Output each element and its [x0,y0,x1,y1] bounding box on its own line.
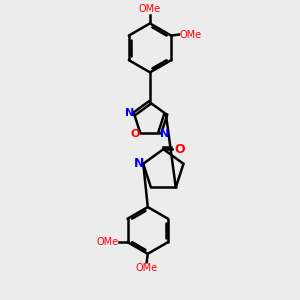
Text: N: N [160,129,169,139]
Text: O: O [130,129,140,139]
Text: N: N [134,157,144,170]
Text: O: O [174,143,185,156]
Text: OMe: OMe [180,29,202,40]
Text: OMe: OMe [139,4,161,14]
Text: OMe: OMe [136,263,158,273]
Text: OMe: OMe [96,237,118,247]
Text: N: N [124,108,134,118]
